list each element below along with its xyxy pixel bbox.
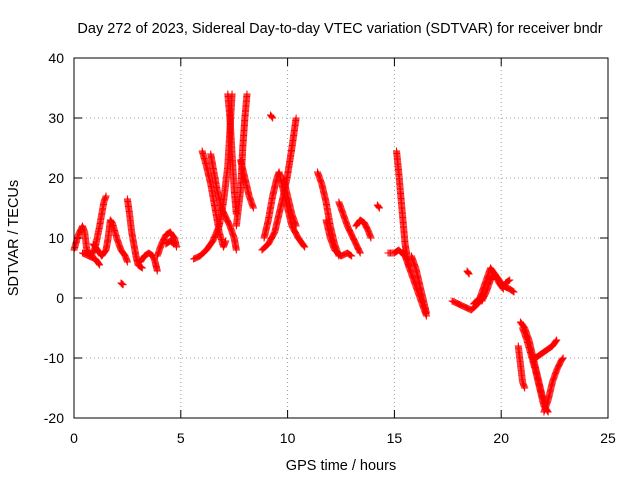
data-track-13 (237, 156, 257, 212)
data-point (347, 251, 355, 259)
y-tick-label-1: -10 (44, 350, 64, 366)
data-point (559, 354, 567, 362)
data-point (465, 270, 473, 278)
y-tick-label-3: 10 (48, 230, 64, 246)
data-point (170, 240, 178, 248)
data-point (558, 355, 566, 363)
x-tick-label-4: 20 (493, 430, 509, 446)
data-point (504, 277, 512, 285)
y-tick-label-4: 20 (48, 170, 64, 186)
data-point (509, 287, 517, 295)
grid-lines (74, 58, 608, 418)
data-point (367, 234, 375, 242)
data-point (292, 114, 300, 122)
data-track-23 (373, 201, 383, 212)
chart-title: Day 272 of 2023, Sidereal Day-to-day VTE… (77, 21, 602, 37)
data-point (232, 246, 240, 254)
data-point (118, 280, 126, 288)
data-track-19 (314, 168, 343, 260)
data-track-7 (162, 237, 178, 248)
x-tick-label-5: 25 (600, 430, 616, 446)
x-tick-label-1: 5 (177, 430, 185, 446)
data-track-18 (279, 174, 300, 230)
data-point (510, 288, 518, 296)
data-point (96, 261, 104, 269)
data-track-21 (335, 198, 364, 257)
data-point (375, 203, 383, 211)
data-point (153, 267, 161, 275)
data-point (356, 248, 364, 256)
data-point (169, 239, 177, 247)
data-track-1 (79, 249, 104, 269)
data-track-0 (70, 192, 110, 260)
x-tick-label-3: 15 (387, 430, 403, 446)
y-tick-label-5: 30 (48, 110, 64, 126)
data-point (269, 114, 277, 122)
data-point (506, 276, 514, 284)
data-track-4 (123, 195, 146, 272)
data-point (232, 210, 240, 218)
data-track-3 (117, 279, 127, 289)
y-tick-label-0: -20 (44, 410, 64, 426)
data-track-31 (478, 270, 518, 305)
data-point (138, 264, 146, 272)
y-tick-label-6: 40 (48, 50, 64, 66)
x-axis-label: GPS time / hours (286, 458, 396, 474)
data-track-33 (514, 342, 529, 392)
data-point (249, 204, 257, 212)
data-track-9 (198, 147, 230, 251)
data-point (268, 113, 276, 121)
data-point (222, 237, 230, 245)
data-point (348, 252, 356, 260)
data-point (505, 277, 513, 285)
data-point (346, 251, 354, 259)
data-track-20 (322, 216, 356, 260)
data-point (422, 309, 430, 317)
data-track-37 (540, 354, 567, 416)
data-track-27 (407, 252, 430, 317)
data-track-36 (531, 336, 561, 362)
x-tick-label-0: 0 (70, 430, 78, 446)
data-point (123, 258, 131, 266)
data-point (137, 263, 145, 271)
data-point (95, 260, 103, 268)
x-axis-ticks: 0 5 10 15 20 25 (70, 58, 616, 446)
data-track-22 (352, 216, 375, 242)
x-tick-label-2: 10 (280, 430, 296, 446)
data-track-5 (136, 249, 161, 275)
y-tick-label-2: 0 (56, 290, 64, 306)
data-point (356, 249, 364, 257)
data-point (170, 239, 178, 247)
data-track-2 (89, 216, 131, 266)
data-point (300, 242, 308, 250)
data-point (508, 287, 516, 295)
y-axis-ticks: -20 -10 0 10 20 30 40 (44, 50, 608, 426)
data-track-32 (501, 276, 514, 287)
data-point (148, 251, 156, 259)
data-point (118, 280, 126, 288)
data-points (70, 90, 567, 416)
data-point (102, 192, 110, 200)
data-point (375, 204, 383, 212)
data-point (553, 336, 561, 344)
y-axis-label: SDTVAR / TECUs (6, 180, 22, 296)
data-track-12 (224, 90, 240, 218)
data-track-10 (207, 150, 240, 254)
data-track-14 (267, 111, 277, 122)
data-point (521, 384, 529, 392)
plot-frame (73, 57, 609, 419)
data-point (292, 222, 300, 230)
data-track-29 (463, 267, 473, 278)
data-point (119, 281, 127, 289)
data-point (464, 269, 472, 277)
data-point (243, 90, 251, 98)
data-point (301, 243, 309, 251)
data-point (552, 337, 560, 345)
data-track-35 (519, 324, 552, 416)
